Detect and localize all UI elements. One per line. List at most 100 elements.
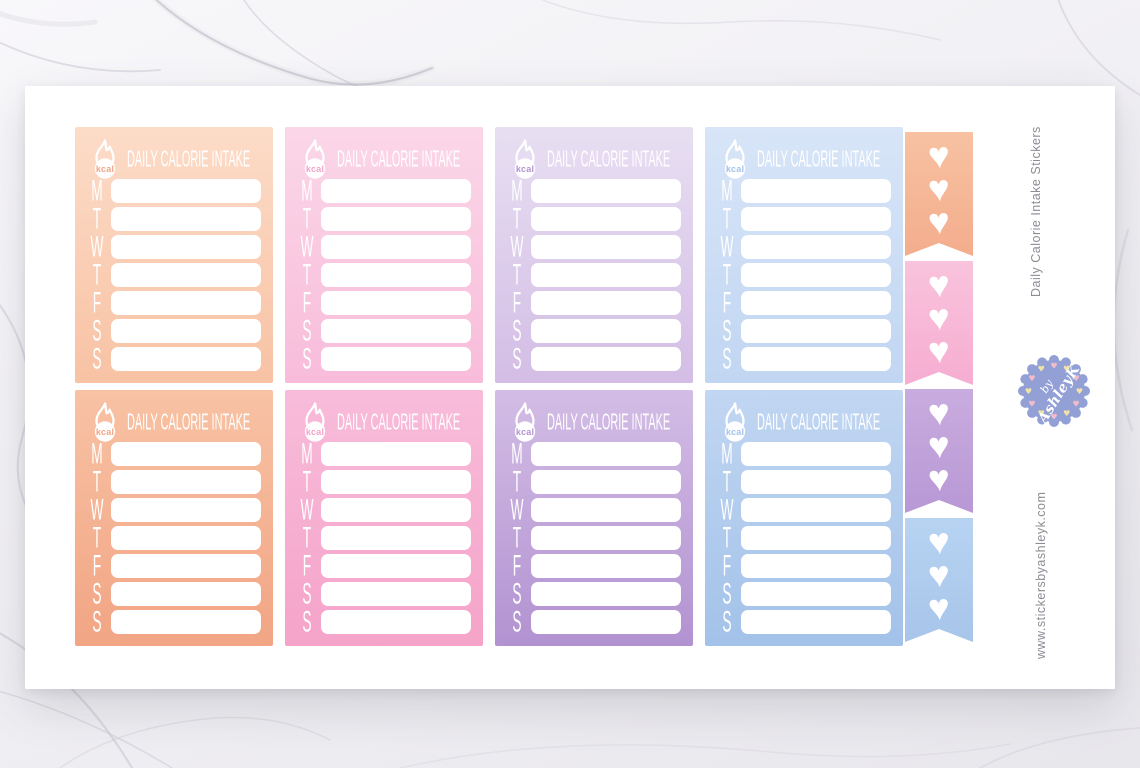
day-label: M <box>511 436 523 470</box>
calorie-entry-field <box>111 554 261 578</box>
calorie-entry-field <box>111 319 261 343</box>
day-label: F <box>92 285 102 319</box>
day-label: S <box>722 576 732 610</box>
day-label: S <box>92 576 102 610</box>
calorie-entry-field <box>741 347 891 371</box>
day-label: S <box>512 576 522 610</box>
sticker-title: DAILY CALORIE INTAKE <box>547 146 671 173</box>
heart-icon: ♥ <box>1038 409 1045 418</box>
heart-icon: ♥ <box>1050 412 1057 421</box>
daily-calorie-intake-sticker: kcal DAILY CALORIE INTAKE M T W T F S S <box>705 390 903 646</box>
kcal-label: kcal <box>306 164 324 174</box>
day-label: M <box>511 173 523 207</box>
calorie-entry-field <box>531 207 681 231</box>
day-label: M <box>721 436 733 470</box>
day-label: T <box>302 201 312 235</box>
calorie-entry-field <box>531 442 681 466</box>
heart-icon: ♥ <box>926 586 952 629</box>
calorie-entry-field <box>741 470 891 494</box>
day-label: T <box>722 520 732 554</box>
day-label: W <box>300 492 314 526</box>
kcal-flame-icon: kcal <box>304 139 326 179</box>
kcal-label: kcal <box>516 164 534 174</box>
heart-icon: ♥ <box>926 457 952 500</box>
calorie-entry-field <box>111 347 261 371</box>
day-label: S <box>92 604 102 638</box>
day-label: T <box>722 201 732 235</box>
calorie-entry-field <box>531 554 681 578</box>
heart-checklist-flag-sticker: ♥ ♥ ♥ <box>905 518 973 642</box>
day-label: S <box>92 313 102 347</box>
day-label: T <box>512 201 522 235</box>
calorie-entry-field <box>111 610 261 634</box>
calorie-entry-field <box>321 207 471 231</box>
day-label: S <box>722 313 732 347</box>
calorie-entry-field <box>111 470 261 494</box>
scalloped-badge-background: ♥ ♥♥♥♥♥♥♥♥♥♥♥ <box>1018 355 1090 427</box>
daily-calorie-intake-sticker: kcal DAILY CALORIE INTAKE M T W T F S S <box>75 127 273 383</box>
day-label: T <box>92 201 102 235</box>
daily-calorie-intake-sticker: kcal DAILY CALORIE INTAKE M T W T F S S <box>495 390 693 646</box>
day-label: M <box>301 436 313 470</box>
calorie-entry-field <box>741 319 891 343</box>
sticker-title: DAILY CALORIE INTAKE <box>757 146 881 173</box>
sticker-title: DAILY CALORIE INTAKE <box>337 146 461 173</box>
calorie-entry-field <box>321 263 471 287</box>
calorie-entry-field <box>531 610 681 634</box>
day-label: S <box>302 341 312 375</box>
day-label: F <box>302 285 312 319</box>
calorie-entry-field <box>741 526 891 550</box>
calorie-entry-field <box>321 498 471 522</box>
day-label: S <box>302 313 312 347</box>
shop-badge: ♥ ♥♥♥♥♥♥♥♥♥♥♥ by AshleyK <box>1018 355 1090 428</box>
calorie-entry-field <box>531 291 681 315</box>
day-label: F <box>722 548 732 582</box>
kcal-flame-icon: kcal <box>94 139 116 179</box>
heart-icon: ♥ <box>1076 387 1083 396</box>
heart-checklist-flag-sticker: ♥ ♥ ♥ <box>905 389 973 513</box>
day-label: W <box>300 229 314 263</box>
daily-calorie-intake-sticker: kcal DAILY CALORIE INTAKE M T W T F S S <box>75 390 273 646</box>
calorie-entry-field <box>321 291 471 315</box>
kcal-flame-icon: kcal <box>724 402 746 442</box>
calorie-entry-field <box>111 179 261 203</box>
calorie-entry-field <box>531 179 681 203</box>
day-label: W <box>510 229 524 263</box>
flag-sticker-column: ♥ ♥ ♥ ♥ ♥ ♥ ♥ ♥ ♥ ♥ ♥ ♥ <box>25 86 1115 689</box>
calorie-entry-field <box>741 291 891 315</box>
day-label: M <box>721 173 733 207</box>
heart-icon: ♥ <box>1072 400 1079 409</box>
day-label: M <box>91 173 103 207</box>
day-label: S <box>512 341 522 375</box>
heart-icon: ♥ <box>1028 374 1035 383</box>
heart-checklist-flag-sticker: ♥ ♥ ♥ <box>905 261 973 385</box>
day-label: S <box>722 341 732 375</box>
sticker-title: DAILY CALORIE INTAKE <box>757 409 881 436</box>
calorie-entry-field <box>741 498 891 522</box>
calorie-entry-field <box>741 582 891 606</box>
calorie-entry-field <box>741 207 891 231</box>
day-label: T <box>722 464 732 498</box>
day-label: W <box>90 492 104 526</box>
day-label: T <box>722 257 732 291</box>
calorie-entry-field <box>741 442 891 466</box>
day-label: W <box>90 229 104 263</box>
calorie-entry-field <box>111 263 261 287</box>
day-label: S <box>512 604 522 638</box>
day-label: T <box>92 520 102 554</box>
calorie-entry-field <box>531 498 681 522</box>
calorie-entry-field <box>111 442 261 466</box>
calorie-entry-field <box>531 347 681 371</box>
calorie-entry-field <box>111 235 261 259</box>
calorie-entry-field <box>321 179 471 203</box>
calorie-entry-field <box>741 263 891 287</box>
daily-calorie-intake-sticker: kcal DAILY CALORIE INTAKE M T W T F S S <box>285 127 483 383</box>
kcal-label: kcal <box>726 164 744 174</box>
kcal-label: kcal <box>306 427 324 437</box>
day-label: W <box>510 492 524 526</box>
day-label: T <box>512 257 522 291</box>
calorie-entry-field <box>321 347 471 371</box>
